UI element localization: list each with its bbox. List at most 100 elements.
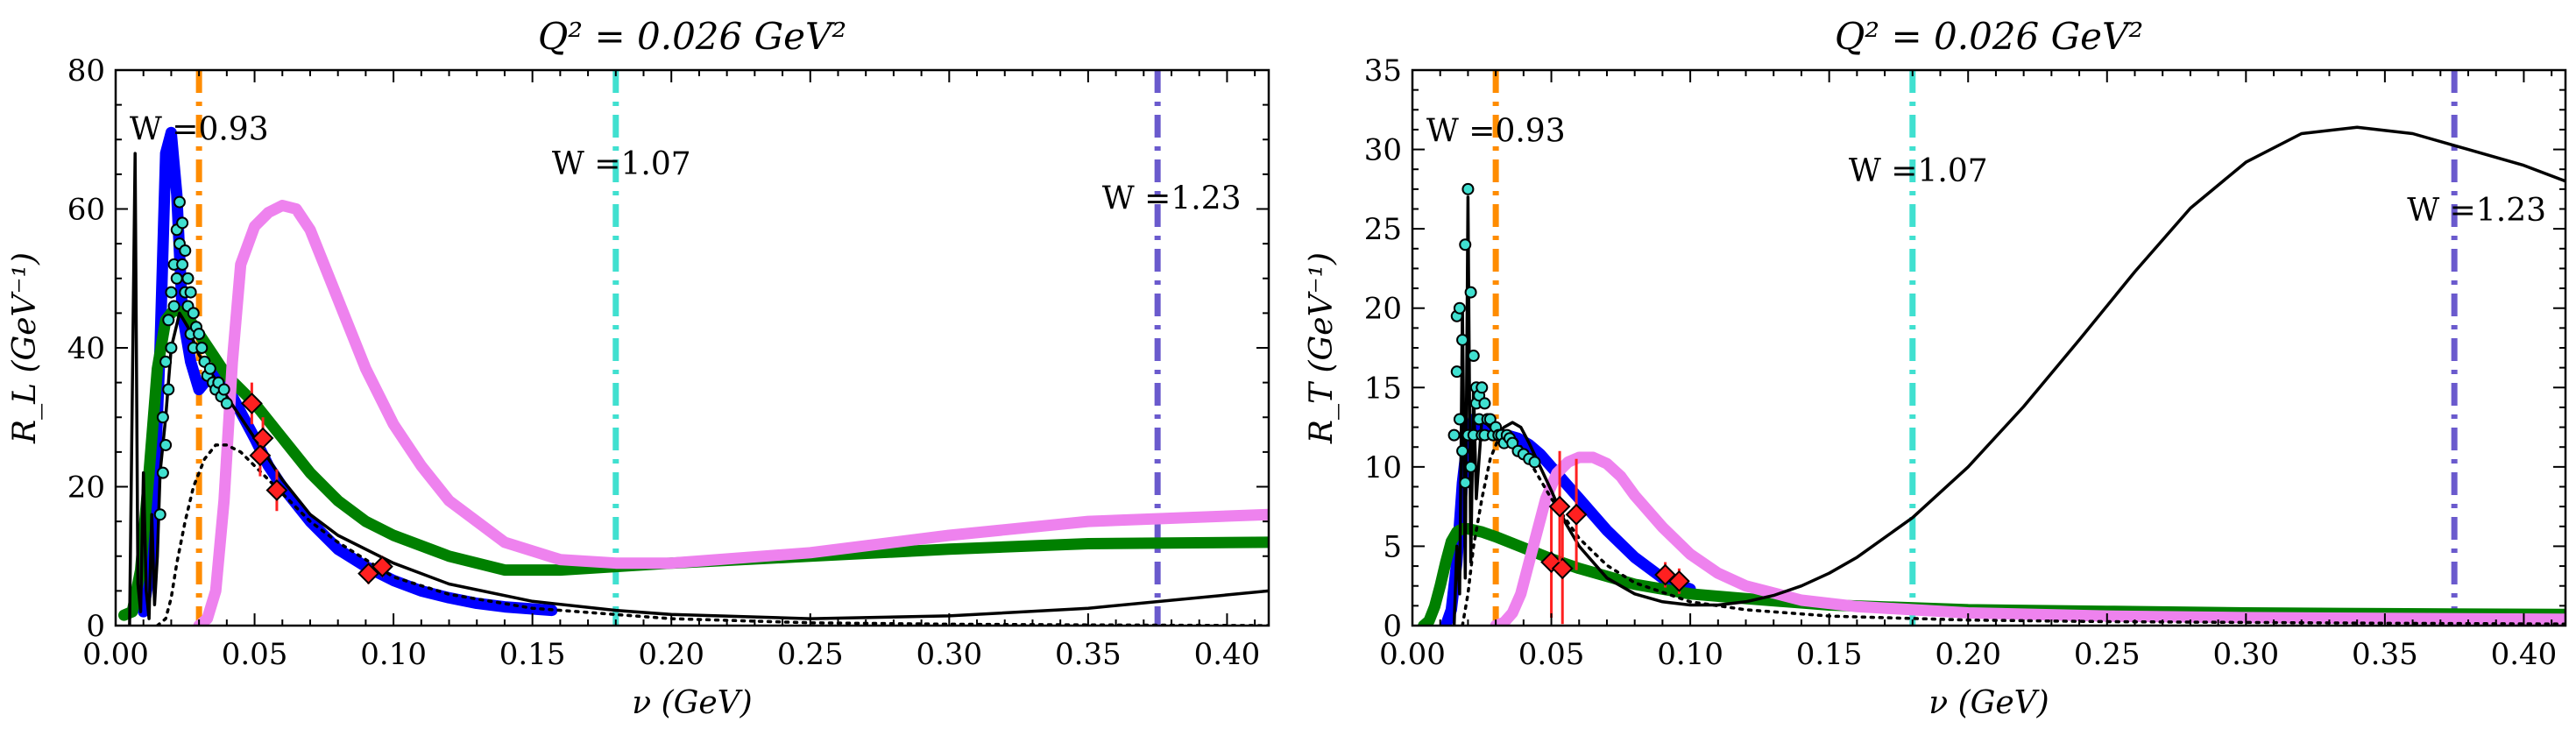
data-point (1450, 365, 1463, 379)
x-tick-label: 0.15 (1796, 637, 1863, 672)
chart-title: Q² = 0.026 GeV² (1835, 15, 2143, 58)
data-point (156, 411, 169, 424)
measurement-diamond (240, 392, 263, 414)
x-tick-label: 0.40 (2491, 637, 2558, 672)
threshold-label-1: W =1.07 (552, 146, 691, 182)
y-tick-label: 15 (1364, 371, 1402, 406)
data-point (181, 272, 195, 285)
x-tick-label: 0.25 (777, 637, 844, 672)
series-line-2 (193, 200, 1269, 626)
x-tick-label: 0.20 (1935, 637, 2001, 672)
measurement-diamond (372, 556, 393, 578)
measurement-diamond (357, 563, 379, 584)
data-point (167, 300, 180, 313)
y-tick-label: 25 (1364, 212, 1402, 247)
measurement-diamond (1551, 557, 1574, 580)
data-point (162, 383, 175, 396)
right-panel-rt: Q² = 0.026 GeV² 0.00 0.05 0.10 0.15 0.20 0.25 0… (1304, 15, 2567, 721)
series-line-4 (155, 443, 1269, 626)
x-tick-label: 0.05 (222, 637, 288, 672)
y-tick-label: 10 (1364, 450, 1402, 485)
data-point (1459, 476, 1472, 489)
measurement-diamond (265, 479, 288, 501)
x-tick-label: 0.35 (1055, 637, 1122, 672)
x-tick-label: 0.10 (1657, 637, 1723, 672)
data-point (1464, 460, 1477, 473)
data-point (1478, 397, 1491, 410)
threshold-label-0: W =0.93 (1426, 114, 1566, 150)
x-tick-label: 0.30 (2212, 637, 2279, 672)
x-tick-label: 0.10 (360, 637, 427, 672)
y-tick-label: 40 (67, 331, 105, 366)
y-tick-label: 0 (1383, 609, 1402, 644)
y-tick-label: 60 (67, 193, 105, 228)
y-tick-label: 35 (1364, 53, 1402, 88)
plot-area (118, 70, 1269, 626)
x-axis-label: ν (GeV) (1928, 685, 2049, 721)
x-axis-label: ν (GeV) (632, 685, 752, 721)
y-tick-label: 0 (86, 609, 105, 644)
data-point (153, 508, 166, 521)
data-point (1464, 286, 1477, 299)
data-point (1476, 381, 1489, 394)
plot-area (1418, 70, 2565, 626)
data-point (195, 342, 209, 354)
measurement-diamond (1668, 570, 1690, 592)
series-line-1 (118, 303, 1269, 621)
data-point (179, 244, 192, 258)
data-point (1456, 333, 1469, 346)
x-tick-label: 0.05 (1518, 637, 1585, 672)
data-point (159, 438, 173, 451)
threshold-label-2: W =1.23 (1102, 181, 1242, 217)
data-point (1447, 428, 1461, 442)
data-point (165, 286, 178, 299)
y-axis-label: R_L (GeV⁻¹) (7, 252, 43, 444)
x-tick-label: 0.40 (1194, 637, 1261, 672)
data-point (193, 328, 206, 341)
threshold-label-2: W =1.23 (2407, 193, 2546, 229)
x-tick-label: 0.15 (499, 637, 566, 672)
data-point (159, 355, 173, 368)
y-tick-label: 20 (67, 471, 105, 506)
series-line-4 (1461, 433, 2565, 626)
data-point (1528, 456, 1541, 469)
y-tick-label: 80 (67, 53, 105, 88)
data-point (1467, 350, 1480, 363)
data-point (176, 258, 189, 271)
data-point (1459, 238, 1472, 251)
series-line-2 (1490, 451, 2565, 626)
data-point (170, 272, 183, 285)
data-point (217, 383, 230, 396)
data-point (156, 466, 169, 479)
threshold-label-1: W =1.07 (1849, 153, 1988, 189)
data-point (165, 342, 178, 354)
data-point (1461, 182, 1475, 195)
chart-title: Q² = 0.026 GeV² (538, 15, 846, 58)
data-point (187, 307, 200, 320)
data-point (220, 397, 233, 410)
measurement-diamond (1548, 495, 1571, 518)
data-point (1453, 413, 1466, 426)
x-tick-label: 0.25 (2074, 637, 2141, 672)
measurement-diamond (1565, 503, 1588, 526)
series-line-0 (138, 126, 558, 618)
x-tick-label: 0.20 (638, 637, 704, 672)
left-panel-rl: Q² = 0.026 GeV² 0.00 0.05 0.10 0.15 0.20 0.25 0… (7, 15, 1270, 721)
data-point (1456, 444, 1469, 457)
x-tick-label: 0.35 (2352, 637, 2418, 672)
y-tick-label: 20 (1364, 292, 1402, 327)
threshold-label-0: W =0.93 (130, 111, 269, 147)
x-tick-label: 0.30 (916, 637, 982, 672)
data-point (173, 195, 186, 209)
y-tick-label: 5 (1383, 529, 1402, 564)
data-point (176, 216, 189, 230)
data-point (203, 362, 216, 375)
data-point (1453, 301, 1466, 315)
y-tick-label: 30 (1364, 133, 1402, 168)
data-point (162, 314, 175, 327)
measurement-diamond (249, 444, 272, 467)
data-point (184, 286, 197, 299)
x-tick-label: 0.00 (1379, 637, 1446, 672)
x-tick-label: 0.00 (82, 637, 149, 672)
